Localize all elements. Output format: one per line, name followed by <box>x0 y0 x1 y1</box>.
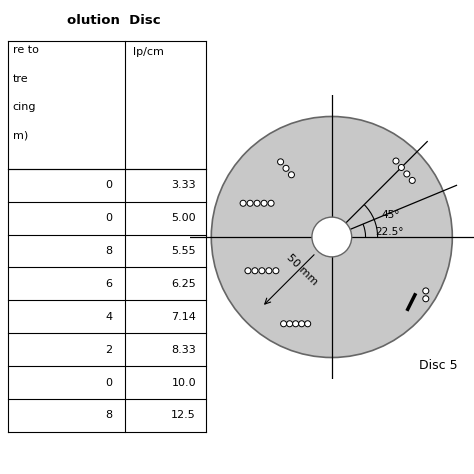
Text: 3.33: 3.33 <box>172 180 196 190</box>
Text: 5.55: 5.55 <box>172 246 196 256</box>
Circle shape <box>247 200 253 206</box>
Text: olution  Disc: olution Disc <box>67 14 160 27</box>
Circle shape <box>261 200 267 206</box>
Circle shape <box>211 117 452 357</box>
Circle shape <box>299 321 305 327</box>
Text: tre: tre <box>12 73 28 83</box>
Circle shape <box>278 159 283 165</box>
Circle shape <box>288 172 294 178</box>
Text: 8.33: 8.33 <box>171 345 196 355</box>
Text: 6: 6 <box>106 279 113 289</box>
Circle shape <box>259 268 265 274</box>
Circle shape <box>423 288 429 294</box>
Text: 0: 0 <box>106 213 113 223</box>
Circle shape <box>281 321 287 327</box>
Circle shape <box>266 268 272 274</box>
Circle shape <box>305 321 311 327</box>
Circle shape <box>287 321 292 327</box>
Text: 10.0: 10.0 <box>172 377 196 388</box>
Circle shape <box>245 268 251 274</box>
Text: 6.25: 6.25 <box>171 279 196 289</box>
Text: 5.00: 5.00 <box>172 213 196 223</box>
Text: re to: re to <box>12 45 38 55</box>
Circle shape <box>273 268 279 274</box>
Circle shape <box>240 200 246 206</box>
Text: m): m) <box>12 131 28 141</box>
Text: cing: cing <box>12 102 36 112</box>
Circle shape <box>398 164 404 171</box>
Text: 7.14: 7.14 <box>171 312 196 322</box>
Text: 8: 8 <box>106 246 113 256</box>
Text: 45°: 45° <box>382 210 400 219</box>
Circle shape <box>404 171 410 177</box>
Text: Disc 5: Disc 5 <box>419 359 457 372</box>
Circle shape <box>254 200 260 206</box>
Text: 2: 2 <box>106 345 113 355</box>
Text: 4: 4 <box>106 312 113 322</box>
Circle shape <box>409 177 415 183</box>
Circle shape <box>312 217 352 257</box>
Text: 12.5: 12.5 <box>171 410 196 420</box>
Circle shape <box>393 158 399 164</box>
Circle shape <box>423 296 429 302</box>
Text: 0: 0 <box>106 180 113 190</box>
Text: 0: 0 <box>106 377 113 388</box>
Circle shape <box>283 165 289 171</box>
Circle shape <box>292 321 299 327</box>
Circle shape <box>268 200 274 206</box>
Text: 22.5°: 22.5° <box>376 227 404 237</box>
Text: 8: 8 <box>106 410 113 420</box>
Circle shape <box>252 268 258 274</box>
Text: lp/cm: lp/cm <box>134 47 164 57</box>
Text: 50 mm: 50 mm <box>284 252 319 287</box>
